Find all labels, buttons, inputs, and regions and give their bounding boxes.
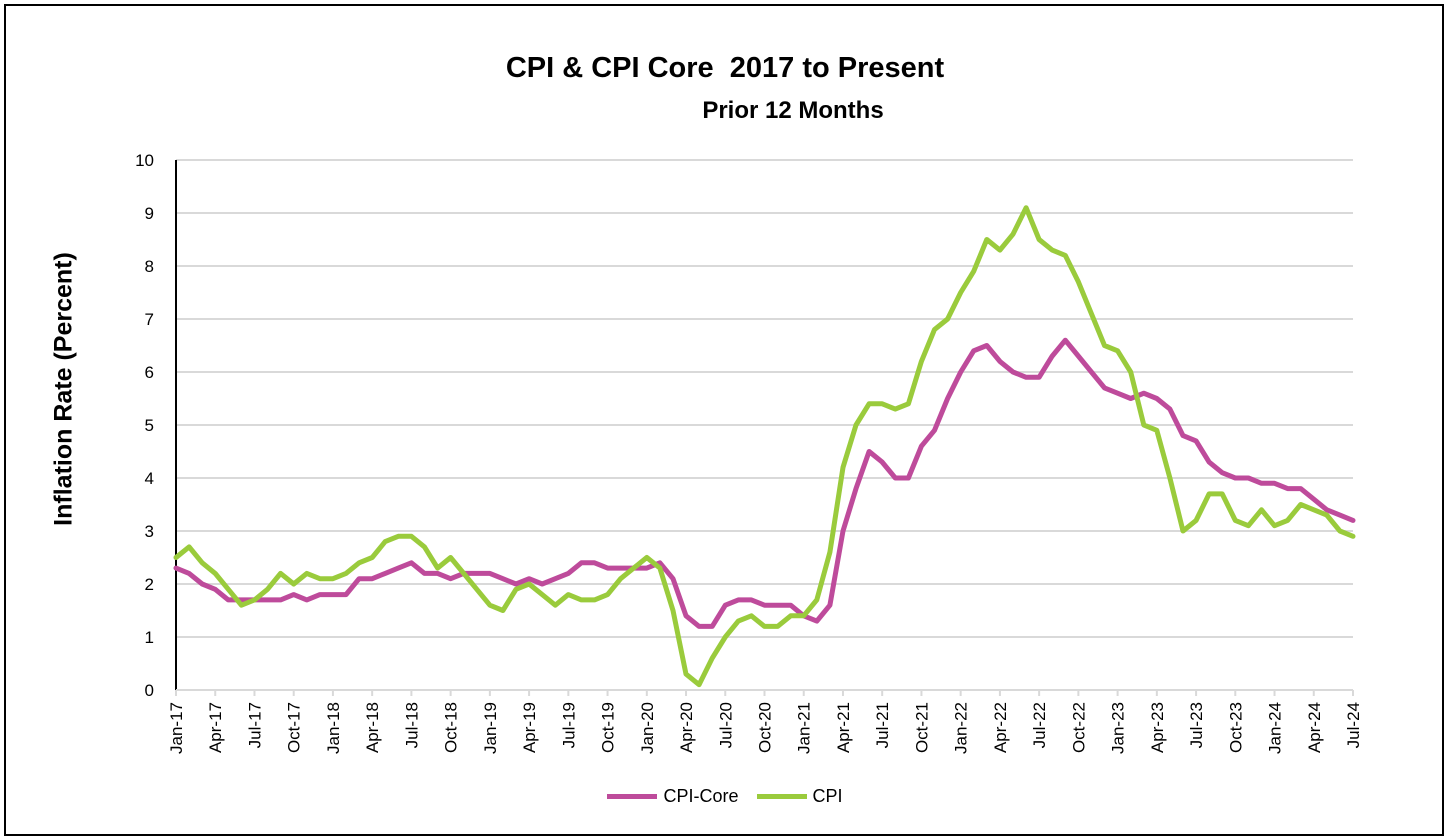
x-tick-label: Oct-20 <box>756 702 775 753</box>
x-tick-label: Jan-24 <box>1266 702 1285 754</box>
x-tick-label: Jan-21 <box>795 702 814 754</box>
y-tick-label: 1 <box>145 628 154 647</box>
y-tick-label: 6 <box>145 363 154 382</box>
x-tick-label: Jul-17 <box>245 702 264 748</box>
x-tick-label: Jul-24 <box>1344 702 1363 748</box>
x-tick-label: Jul-19 <box>559 702 578 748</box>
x-tick-label: Jul-23 <box>1187 702 1206 748</box>
x-tick-label: Jan-23 <box>1109 702 1128 754</box>
x-tick-label: Jan-18 <box>324 702 343 754</box>
y-tick-label: 9 <box>145 204 154 223</box>
series-line-cpi <box>173 205 1356 688</box>
legend-label-cpi: CPI <box>812 786 843 806</box>
legend-swatch-cpi-core <box>607 794 658 799</box>
y-tick-label: 3 <box>145 522 154 541</box>
y-tick-label: 8 <box>145 257 154 276</box>
series-line-cpi-core <box>173 337 1356 629</box>
x-tick-label: Apr-19 <box>520 702 539 753</box>
y-tick-label: 0 <box>145 681 154 700</box>
x-tick-label: Oct-23 <box>1226 702 1245 753</box>
x-tick-label: Jul-21 <box>873 702 892 748</box>
y-tick-label: 4 <box>145 469 154 488</box>
x-tick-label: Jul-22 <box>1030 702 1049 748</box>
x-tick-label: Oct-19 <box>599 702 618 753</box>
x-tick-label: Apr-20 <box>677 702 696 753</box>
x-tick-label: Oct-22 <box>1069 702 1088 753</box>
y-tick-label: 5 <box>145 416 154 435</box>
y-tick-label: 10 <box>135 151 154 170</box>
legend-item-cpi-core: CPI-Core <box>607 786 739 807</box>
chart-frame <box>4 4 1444 836</box>
x-tick-label: Jan-22 <box>952 702 971 754</box>
y-tick-label: 7 <box>145 310 154 329</box>
chart-subtitle: Prior 12 Months <box>702 97 884 124</box>
x-tick-label: Jan-19 <box>481 702 500 754</box>
x-tick-label: Apr-18 <box>363 702 382 753</box>
x-tick-label: Apr-17 <box>206 702 225 753</box>
legend-label-cpi-core: CPI-Core <box>663 786 739 806</box>
legend-item-cpi: CPI <box>756 786 843 807</box>
y-tick-label: 2 <box>145 575 154 594</box>
x-tick-label: Apr-21 <box>834 702 853 753</box>
x-tick-label: Jul-18 <box>402 702 421 748</box>
legend: CPI-Core CPI <box>0 786 1450 807</box>
x-tick-label: Oct-17 <box>285 702 304 753</box>
chart-title: CPI & CPI Core 2017 to Present <box>505 52 945 84</box>
x-tick-label: Oct-18 <box>442 702 461 753</box>
x-tick-label: Apr-22 <box>991 702 1010 753</box>
x-tick-label: Oct-21 <box>912 702 931 753</box>
x-tick-label: Apr-23 <box>1148 702 1167 753</box>
x-tick-label: Jul-20 <box>716 702 735 748</box>
x-tick-label: Jan-17 <box>167 702 186 754</box>
legend-swatch-cpi <box>756 794 807 799</box>
x-tick-label: Apr-24 <box>1305 702 1324 753</box>
x-tick-label: Jan-20 <box>638 702 657 754</box>
